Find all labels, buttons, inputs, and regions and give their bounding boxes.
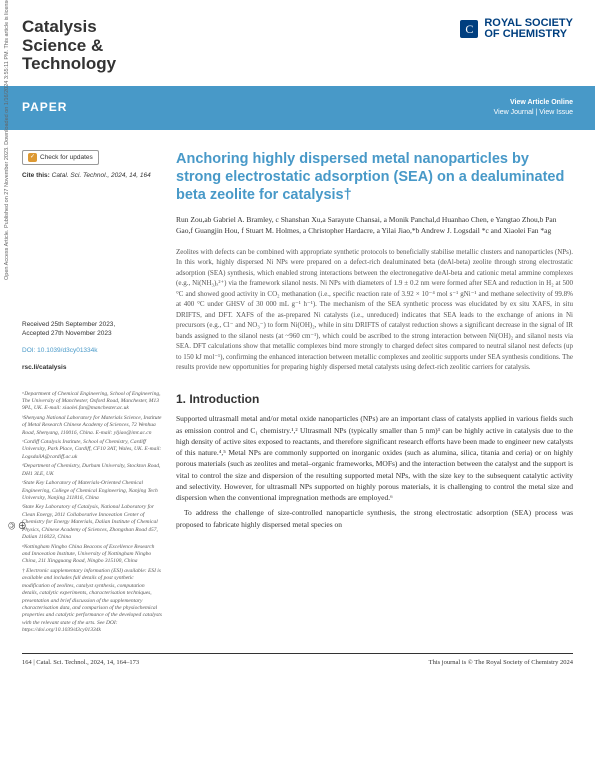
journal-title: Catalysis Science & Technology bbox=[22, 18, 116, 74]
paper-label: PAPER bbox=[22, 99, 67, 116]
rsc-hex-icon: C bbox=[460, 20, 478, 38]
intro-text: Supported ultrasmall metal and/or metal … bbox=[176, 413, 573, 530]
article-dates: Received 25th September 2023, Accepted 2… bbox=[22, 320, 162, 338]
publisher-logo: C ROYAL SOCIETY OF CHEMISTRY bbox=[460, 18, 573, 40]
abstract-text: Zeolites with defects can be combined wi… bbox=[176, 247, 573, 373]
author-list: Run Zou,ab Gabriel A. Bramley, c Shansha… bbox=[176, 214, 573, 237]
intro-heading: 1. Introduction bbox=[176, 391, 573, 408]
cc-license-icons: 🄯 ⊕ bbox=[8, 520, 27, 533]
footer-citation: 164 | Catal. Sci. Technol., 2024, 14, 16… bbox=[22, 658, 139, 667]
doi-link[interactable]: DOI: 10.1039/d3cy01334k bbox=[22, 346, 162, 355]
footer-copyright: This journal is © The Royal Society of C… bbox=[429, 658, 573, 667]
view-links[interactable]: View Article Online View Journal | View … bbox=[494, 98, 573, 118]
article-title: Anchoring highly dispersed metal nanopar… bbox=[176, 150, 573, 204]
license-sidebar: Open Access Article. Published on 27 Nov… bbox=[4, 0, 12, 280]
affiliations: ᵃDepartment of Chemical Engineering, Sch… bbox=[22, 391, 162, 637]
check-updates-button[interactable]: Check for updates bbox=[22, 150, 99, 165]
rsc-link[interactable]: rsc.li/catalysis bbox=[22, 363, 162, 372]
citation-info: Cite this: Catal. Sci. Technol., 2024, 1… bbox=[22, 171, 162, 180]
